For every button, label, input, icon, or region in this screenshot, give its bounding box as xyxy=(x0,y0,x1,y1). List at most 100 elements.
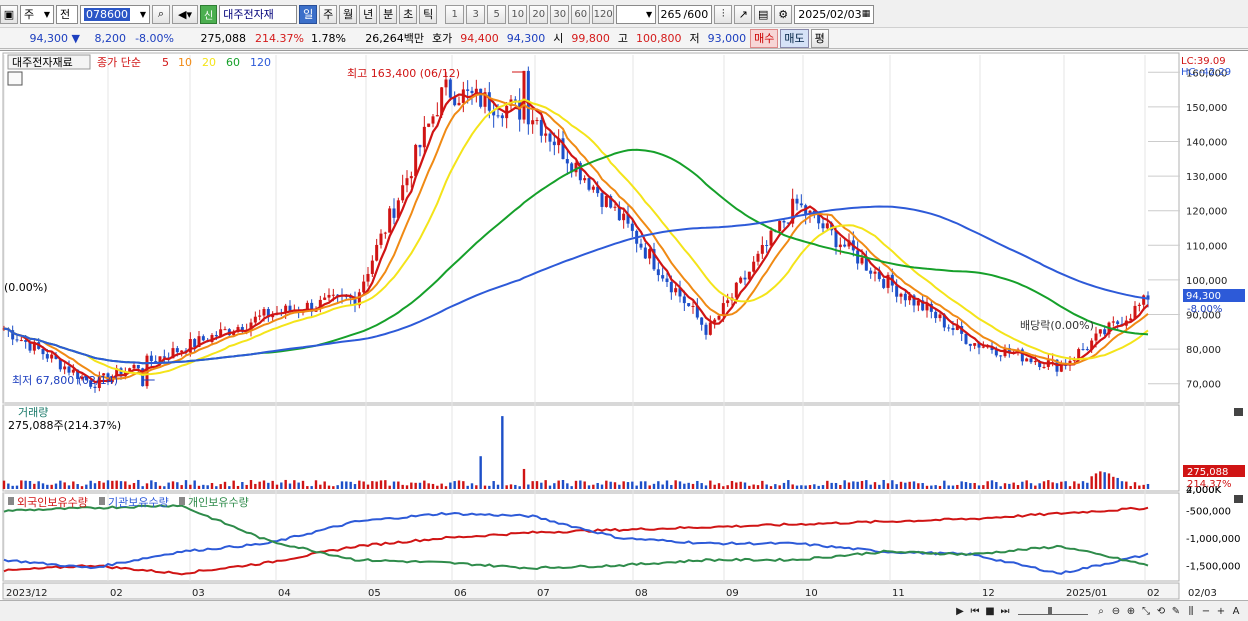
candle-body xyxy=(622,213,626,221)
volume-bar xyxy=(366,484,370,489)
minus-icon[interactable]: − xyxy=(1201,605,1211,617)
eval-button[interactable]: 평 xyxy=(810,28,829,48)
interval-button-60[interactable]: 60 xyxy=(571,4,591,24)
candle-body xyxy=(782,220,786,223)
volume-axis-label: 4,000K xyxy=(1186,485,1222,496)
plus-icon[interactable]: + xyxy=(1216,605,1226,617)
stop-icon[interactable]: ■ xyxy=(985,605,995,617)
play-icon[interactable]: ⏭ xyxy=(1000,605,1010,617)
volume-bar xyxy=(379,480,383,489)
interval-button-5[interactable]: 5 xyxy=(487,4,507,24)
holdings-line-0 xyxy=(3,506,1149,576)
open-price: 99,800 xyxy=(571,31,610,45)
candle-body xyxy=(1116,321,1120,324)
stock-chart[interactable]: 160,000 150,000 140,000 130,000 120,000 110,0… xyxy=(0,51,1248,602)
scroll-right-icon[interactable]: ▶ xyxy=(956,605,964,617)
chart-window-icon[interactable]: ▣ xyxy=(0,4,18,24)
speaker-icon[interactable]: ◀▾ xyxy=(172,4,198,24)
candle-body xyxy=(847,240,851,247)
x-axis-label: 2025/01 xyxy=(1066,588,1108,599)
volume-bar xyxy=(80,486,84,489)
interval-button-1[interactable]: 1 xyxy=(445,4,465,24)
moving-averages xyxy=(3,91,1149,384)
volume-bar xyxy=(1034,485,1037,489)
candle-body xyxy=(873,271,877,274)
interval-button-120[interactable]: 120 xyxy=(592,4,615,24)
search-icon[interactable]: ⌕ xyxy=(1098,605,1104,617)
draw-tool-icon[interactable]: ↗ xyxy=(734,4,753,24)
period-button-4[interactable]: 분 xyxy=(379,4,398,24)
volume-panel-close-icon[interactable] xyxy=(1234,408,1243,416)
candle-body xyxy=(448,79,452,98)
candle-body xyxy=(466,89,470,91)
volume-bar xyxy=(743,482,747,489)
volume-bar xyxy=(193,480,196,489)
volume-bar xyxy=(951,485,955,489)
volume-bar xyxy=(280,482,283,489)
chart-area[interactable]: 160,000 150,000 140,000 130,000 120,000 110,0… xyxy=(0,50,1248,621)
sell-button[interactable]: 매도 xyxy=(780,28,809,48)
volume-bar xyxy=(427,483,430,489)
rewind-icon[interactable]: ⏮ xyxy=(970,605,980,617)
candle-type-icon[interactable]: ⫶ xyxy=(714,4,733,24)
volume-bar xyxy=(423,480,426,489)
candle-body xyxy=(695,305,699,318)
period-button-3[interactable]: 년 xyxy=(359,4,378,24)
candle-body xyxy=(461,89,465,103)
candle-body xyxy=(544,133,548,136)
chart-scrollbar[interactable]: ▶ ⏮ ■ ⏭ ⌕ ⊖ ⊕ ⤡ ⟲ ✎ ⫼ − + A xyxy=(0,600,1248,621)
market-type-select[interactable]: 주 ▼ xyxy=(20,4,54,24)
save-icon[interactable]: ▤ xyxy=(754,4,773,24)
draw-icon[interactable]: ✎ xyxy=(1171,605,1181,617)
buy-button[interactable]: 매수 xyxy=(750,28,779,48)
interval-button-20[interactable]: 20 xyxy=(529,4,549,24)
split-icon[interactable]: ⫼ xyxy=(1188,605,1194,617)
gear-icon[interactable]: ⚙ xyxy=(774,4,793,24)
count-value: 265 xyxy=(660,7,682,21)
volume-bar xyxy=(189,484,192,489)
volume-bar xyxy=(1129,486,1132,489)
candle-body xyxy=(15,339,19,341)
market-scope-select[interactable]: 전 xyxy=(56,4,78,24)
fit-icon[interactable]: ⤡ xyxy=(1142,605,1150,617)
font-size-icon[interactable]: A xyxy=(1232,605,1240,617)
zoom-out-icon[interactable]: ⊖ xyxy=(1111,605,1121,617)
volume-bar xyxy=(956,484,959,489)
interval-button-3[interactable]: 3 xyxy=(466,4,486,24)
volume-bar xyxy=(713,484,716,489)
interval-button-30[interactable]: 30 xyxy=(550,4,570,24)
candle-body xyxy=(691,305,695,307)
table-view-icon[interactable] xyxy=(7,71,23,86)
search-icon[interactable]: ⌕ xyxy=(152,4,170,24)
stock-title-box[interactable] xyxy=(7,54,91,70)
candle-body xyxy=(249,322,253,330)
volume-bar xyxy=(28,481,32,489)
candle-body xyxy=(154,361,158,363)
period-button-2[interactable]: 월 xyxy=(339,4,358,24)
date-input[interactable]: 2025/02/03 ▦ xyxy=(794,4,875,24)
candle-body xyxy=(535,120,539,122)
zoom-slider-thumb[interactable] xyxy=(1048,607,1052,615)
candle-body xyxy=(383,232,387,234)
period-button-0[interactable]: 일 xyxy=(299,4,318,24)
period-button-1[interactable]: 주 xyxy=(319,4,338,24)
count-input[interactable]: 265/600 xyxy=(658,4,713,24)
interval-select[interactable]: ▼ xyxy=(616,4,657,24)
candle-body xyxy=(613,206,617,208)
stock-code-input[interactable]: 078600 ▼ xyxy=(80,4,150,24)
period-button-5[interactable]: 초 xyxy=(399,4,418,24)
volume-bar xyxy=(527,484,530,489)
ma-line-10 xyxy=(3,93,1149,380)
zoom-slider[interactable] xyxy=(1018,607,1088,615)
interval-button-10[interactable]: 10 xyxy=(508,4,528,24)
volume-bar xyxy=(15,485,19,489)
candle-body xyxy=(903,293,907,301)
candle-body xyxy=(734,282,738,298)
period-button-6[interactable]: 틱 xyxy=(419,4,438,24)
volume-bar xyxy=(1094,473,1098,489)
holdings-panel-close-icon[interactable] xyxy=(1234,495,1243,503)
candle-body xyxy=(700,317,704,325)
zoom-in-icon[interactable]: ⊕ xyxy=(1126,605,1136,617)
reset-icon[interactable]: ⟲ xyxy=(1156,605,1166,617)
candle-body xyxy=(444,79,448,88)
